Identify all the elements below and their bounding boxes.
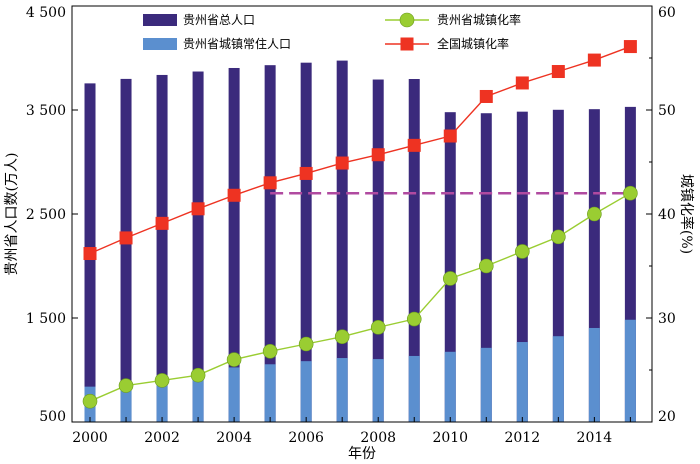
legend-marker-national-urbanization <box>400 37 414 51</box>
bar-urban-population-2014 <box>588 327 600 422</box>
marker-guizhou-urbanization-2014 <box>587 206 602 222</box>
marker-national-urbanization-2003 <box>191 202 205 216</box>
x-axis-title: 年份 <box>348 446 376 462</box>
marker-guizhou-urbanization-2008 <box>370 320 386 335</box>
tick-label-right-2: 40 <box>658 207 676 223</box>
marker-national-urbanization-2012 <box>515 76 529 90</box>
bar-urban-population-2006 <box>300 361 312 422</box>
marker-guizhou-urbanization-2007 <box>334 329 350 345</box>
marker-guizhou-urbanization-2006 <box>298 336 314 352</box>
tick-label-x-2002: 2002 <box>144 430 180 446</box>
bar-total-population-2012 <box>516 111 528 422</box>
tick-label-right-1: 30 <box>658 311 676 327</box>
tick-label-right-0: 20 <box>658 409 676 425</box>
marker-guizhou-urbanization-2002 <box>154 373 170 388</box>
bar-urban-population-2003 <box>192 374 204 422</box>
bar-urban-population-2008 <box>372 359 384 422</box>
bar-urban-population-2007 <box>336 358 348 422</box>
marker-guizhou-urbanization-2010 <box>442 271 458 286</box>
tick-label-left-1: 1 500 <box>26 311 66 327</box>
line-guizhou-urbanization <box>89 192 631 402</box>
marker-guizhou-urbanization-2013 <box>551 229 566 245</box>
marker-national-urbanization-2011 <box>479 89 493 103</box>
tick-label-left-4: 4 500 <box>26 5 66 21</box>
bar-total-population-2010 <box>444 112 456 423</box>
tick-label-x-2006: 2006 <box>288 430 324 446</box>
tick-label-left-0: 500 <box>39 409 66 425</box>
bar-urban-population-2005 <box>264 364 276 422</box>
marker-guizhou-urbanization-2015 <box>623 185 638 201</box>
marker-guizhou-urbanization-2005 <box>262 343 278 359</box>
tick-label-x-2012: 2012 <box>504 430 540 446</box>
marker-national-urbanization-2001 <box>119 231 133 245</box>
bar-total-population-2014 <box>588 109 600 422</box>
line-national-urbanization <box>89 45 631 255</box>
tick-label-x-2010: 2010 <box>432 430 468 446</box>
marker-national-urbanization-2007 <box>335 156 349 170</box>
bar-urban-population-2013 <box>552 336 564 422</box>
marker-national-urbanization-2005 <box>263 176 277 190</box>
legend-swatch-urban-population <box>143 38 177 50</box>
bar-urban-population-2009 <box>408 355 420 422</box>
bar-total-population-2002 <box>156 74 168 423</box>
bar-urban-population-2002 <box>156 379 168 422</box>
bar-total-population-2009 <box>408 79 420 423</box>
bar-urban-population-2004 <box>228 367 240 422</box>
bar-urban-population-2012 <box>516 342 528 422</box>
bar-total-population-2006 <box>300 62 312 423</box>
bar-total-population-2001 <box>120 78 132 423</box>
bar-total-population-2004 <box>228 67 240 422</box>
marker-national-urbanization-2009 <box>407 138 421 152</box>
marker-national-urbanization-2013 <box>551 65 565 79</box>
marker-guizhou-urbanization-2011 <box>478 258 494 274</box>
bar-total-population-2015 <box>624 106 636 422</box>
bar-total-population-2003 <box>192 71 204 423</box>
marker-guizhou-urbanization-2009 <box>406 311 422 327</box>
marker-national-urbanization-2004 <box>227 188 241 202</box>
bar-urban-population-2010 <box>444 351 456 422</box>
bar-total-population-2007 <box>336 60 348 422</box>
bar-total-population-2005 <box>264 65 276 423</box>
marker-guizhou-urbanization-2004 <box>226 352 242 367</box>
legend-label-guizhou-urbanization: 贵州省城镇化率 <box>437 12 521 27</box>
legend-swatch-total-population <box>143 14 177 26</box>
tick-label-x-2014: 2014 <box>577 430 613 446</box>
bar-total-population-2008 <box>372 79 384 422</box>
legend-marker-guizhou-urbanization <box>399 12 415 28</box>
marker-guizhou-urbanization-2000 <box>82 393 98 409</box>
axis-ticks: 500 1 500 2 500 3 500 4 500 20 30 40 50 60 2000 200… <box>26 5 676 446</box>
marker-national-urbanization-2006 <box>299 166 313 180</box>
marker-national-urbanization-2000 <box>83 247 97 261</box>
tick-label-x-2004: 2004 <box>216 430 252 446</box>
series-markers <box>82 40 638 409</box>
bar-urban-population-2001 <box>120 383 132 422</box>
tick-label-x-2000: 2000 <box>72 430 108 446</box>
y-axis-right-title: 城镇化率(%) <box>678 174 695 254</box>
series-lines <box>89 45 631 402</box>
tick-label-right-4: 60 <box>658 5 676 21</box>
legend-label-national-urbanization: 全国城镇化率 <box>437 36 509 51</box>
bar-urban-population-2011 <box>480 347 492 422</box>
tick-label-left-2: 2 500 <box>26 207 66 223</box>
legend-label-urban-population: 贵州省城镇常住人口 <box>183 37 291 51</box>
marker-national-urbanization-2014 <box>587 53 601 67</box>
marker-guizhou-urbanization-2012 <box>515 244 530 259</box>
tick-label-left-3: 3 500 <box>26 103 66 119</box>
marker-national-urbanization-2015 <box>623 40 637 54</box>
y-axis-left-title: 贵州省人口数(万人) <box>4 153 20 276</box>
tick-label-x-2008: 2008 <box>360 430 396 446</box>
bar-urban-population-2015 <box>624 319 636 422</box>
marker-national-urbanization-2010 <box>443 129 457 143</box>
marker-national-urbanization-2008 <box>371 148 385 162</box>
tick-label-right-3: 50 <box>658 103 676 119</box>
marker-guizhou-urbanization-2003 <box>190 367 206 383</box>
marker-national-urbanization-2002 <box>155 216 169 230</box>
legend-label-total-population: 贵州省总人口 <box>183 13 255 27</box>
bar-total-population-2013 <box>552 109 564 423</box>
series-total-population-bars <box>84 60 636 423</box>
marker-guizhou-urbanization-2001 <box>118 378 134 393</box>
